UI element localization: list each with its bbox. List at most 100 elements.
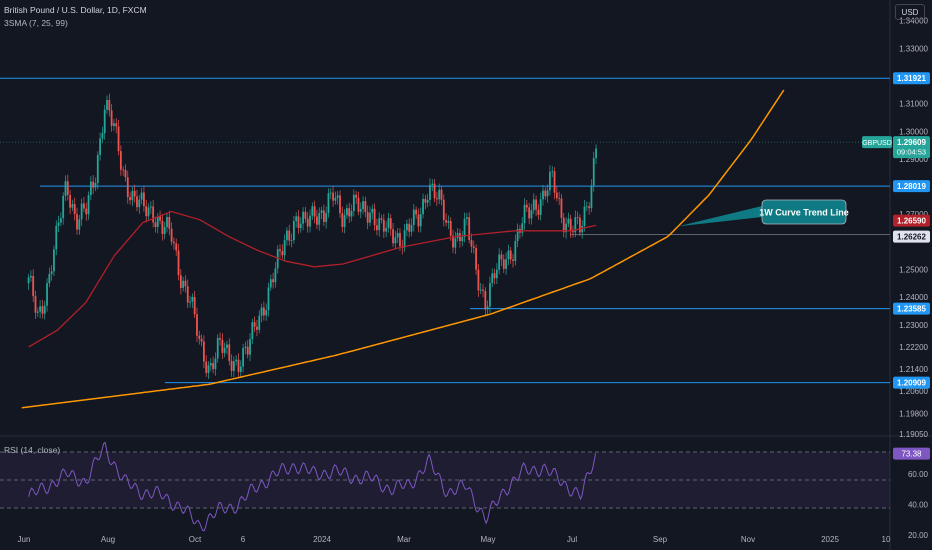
candle [539, 199, 542, 215]
x-tick-label: Sep [653, 535, 668, 544]
candle [92, 181, 95, 188]
candle [530, 210, 533, 219]
price-labels: 1.31921 1.28019 1.26262 1.23585 1.20909 1.265… [862, 72, 930, 389]
level-price-label: 1.31921 [897, 74, 926, 83]
candle [560, 198, 563, 218]
candle [590, 185, 593, 209]
candle [468, 217, 471, 241]
indicator-label[interactable]: 3SMA (7, 25, 99) [4, 18, 68, 28]
candle [535, 199, 537, 210]
candle [119, 151, 122, 170]
candle [505, 259, 507, 269]
candle [334, 197, 337, 201]
countdown-label: 09:04:53 [897, 148, 926, 157]
candle [380, 218, 383, 220]
candle [592, 158, 595, 186]
rsi-line[interactable] [28, 441, 597, 532]
sma-line[interactable] [28, 210, 597, 348]
candle [346, 208, 348, 216]
candle [83, 203, 85, 209]
candle [465, 217, 468, 219]
candle [230, 360, 233, 371]
candle [131, 190, 134, 201]
candle [265, 309, 268, 316]
candle [182, 280, 185, 288]
candle [528, 207, 531, 219]
x-tick-label: Mar [397, 535, 411, 544]
candle [304, 211, 307, 219]
candle [569, 218, 572, 232]
candle [542, 190, 544, 200]
candle [103, 109, 106, 134]
candle [343, 215, 346, 227]
candle [149, 206, 152, 208]
candle [80, 203, 83, 220]
candle [175, 243, 178, 251]
candle [470, 240, 473, 247]
candle [66, 181, 69, 195]
candle [348, 208, 351, 217]
candle [87, 195, 90, 215]
annotation-box[interactable] [761, 199, 847, 225]
candle [205, 361, 208, 373]
level-price-label: 1.28019 [897, 182, 926, 191]
axes: 1.340001.330001.310001.300001.290001.270… [18, 17, 929, 544]
candle [191, 296, 194, 302]
currency-button[interactable]: USD [895, 4, 925, 20]
candle [440, 189, 443, 200]
candle [161, 220, 164, 234]
candle [64, 181, 67, 196]
candle [332, 192, 334, 201]
candle [159, 216, 161, 221]
candle [544, 190, 547, 197]
candle [392, 229, 394, 244]
candle [493, 273, 496, 279]
candle [507, 250, 510, 260]
candle [207, 365, 210, 373]
candle [122, 169, 125, 171]
candle [546, 190, 549, 197]
candle [286, 230, 288, 241]
horizontal-levels [0, 77, 890, 384]
candle [585, 206, 588, 208]
candle [447, 220, 450, 223]
candle [399, 232, 401, 247]
candle [558, 198, 561, 199]
candle [170, 228, 173, 242]
candle [521, 223, 524, 233]
x-tick-label: Oct [189, 535, 202, 544]
candle [555, 192, 558, 199]
candle [212, 363, 215, 370]
candle [50, 271, 53, 275]
candle [435, 198, 438, 200]
candle [532, 199, 535, 211]
candle [129, 197, 131, 201]
candle [242, 348, 245, 367]
candle [156, 216, 159, 227]
y-tick-label: 1.23000 [899, 321, 928, 330]
candle [71, 204, 74, 208]
candle [288, 230, 291, 241]
curve-trend-line[interactable] [21, 89, 785, 409]
candle [452, 235, 454, 248]
candle [449, 220, 452, 236]
candle [140, 192, 143, 200]
candle [57, 222, 60, 226]
candle [369, 212, 371, 223]
rsi-label[interactable]: RSI (14, close) [4, 445, 61, 455]
candle [237, 359, 240, 372]
candle [438, 189, 441, 200]
candle [232, 361, 235, 371]
candle [475, 248, 478, 270]
candle [595, 148, 597, 159]
candle [362, 201, 364, 209]
candle [179, 275, 182, 288]
y-tick-label: 1.30000 [899, 127, 928, 136]
rsi-pane: 60.00 40.00 20.00 73.38 [0, 441, 930, 540]
x-tick-label: Jul [567, 535, 577, 544]
level-price-label: 1.23585 [897, 305, 926, 314]
candle [262, 307, 265, 316]
candle [253, 322, 256, 327]
candle [55, 225, 58, 250]
